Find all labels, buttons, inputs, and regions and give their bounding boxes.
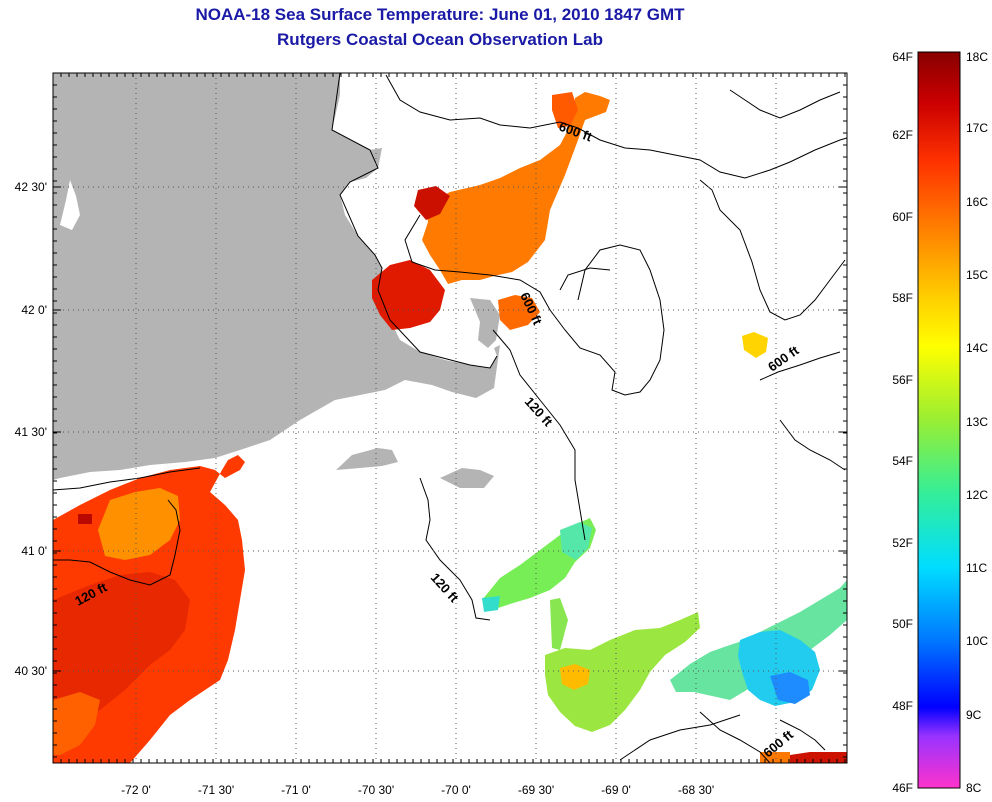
c-label: 11C	[966, 561, 987, 575]
f-label: 50F	[892, 617, 913, 631]
snow-patch	[60, 180, 80, 230]
chart-title: NOAA-18 Sea Surface Temperature: June 01…	[195, 5, 685, 24]
f-label: 62F	[892, 128, 913, 142]
island-marthas-vineyard	[336, 448, 398, 470]
f-label: 64F	[892, 50, 913, 64]
lon-label: -71 30'	[198, 783, 234, 797]
lon-label: -71 0'	[281, 783, 311, 797]
lat-label: 41 30'	[15, 425, 47, 439]
sst-patches	[53, 92, 847, 763]
lon-label: -72 0'	[121, 783, 151, 797]
lon-label: -69 0'	[601, 783, 631, 797]
f-label: 60F	[892, 210, 913, 224]
land-mass	[53, 73, 500, 480]
c-label: 10C	[966, 634, 988, 648]
c-label: 16C	[966, 195, 988, 209]
lon-label: -70 0'	[441, 783, 471, 797]
f-label: 58F	[892, 291, 913, 305]
f-label: 52F	[892, 536, 913, 550]
lat-label: 40 30'	[15, 664, 47, 678]
colorbar-fahrenheit-labels: 64F 62F 60F 58F 56F 54F 52F 50F 48F 46F	[892, 50, 913, 795]
cape-cod	[470, 298, 500, 348]
lat-label: 42 0'	[21, 303, 47, 317]
colorbar-celsius-labels: 18C 17C 16C 15C 14C 13C 12C 11C 10C 9C 8…	[966, 50, 988, 795]
colorbar-gradient	[917, 51, 961, 789]
island-nantucket	[440, 468, 494, 488]
contour-lines	[53, 73, 847, 763]
f-label: 56F	[892, 373, 913, 387]
c-label: 18C	[966, 50, 988, 64]
f-label: 48F	[892, 699, 913, 713]
c-label: 12C	[966, 488, 988, 502]
f-label: 46F	[892, 781, 913, 795]
latitude-labels: 42 30' 42 0' 41 30' 41 0' 40 30'	[15, 180, 47, 678]
c-label: 13C	[966, 415, 988, 429]
c-label: 8C	[966, 781, 982, 795]
frame-ticks	[52, 72, 847, 763]
graticule	[53, 73, 847, 763]
lon-label: -70 30'	[358, 783, 394, 797]
lon-label: -68 30'	[678, 783, 714, 797]
c-label: 9C	[966, 708, 982, 722]
chart-subtitle: Rutgers Coastal Ocean Observation Lab	[277, 30, 603, 49]
c-label: 15C	[966, 268, 988, 282]
c-label: 17C	[966, 121, 988, 135]
colorbar: 64F 62F 60F 58F 56F 54F 52F 50F 48F 46F …	[892, 50, 988, 795]
f-label: 54F	[892, 454, 913, 468]
lat-label: 42 30'	[15, 180, 47, 194]
c-label: 14C	[966, 341, 988, 355]
lon-label: -69 30'	[518, 783, 554, 797]
longitude-labels: -72 0' -71 30' -71 0' -70 30' -70 0' -69…	[121, 783, 714, 797]
lat-label: 41 0'	[21, 544, 47, 558]
